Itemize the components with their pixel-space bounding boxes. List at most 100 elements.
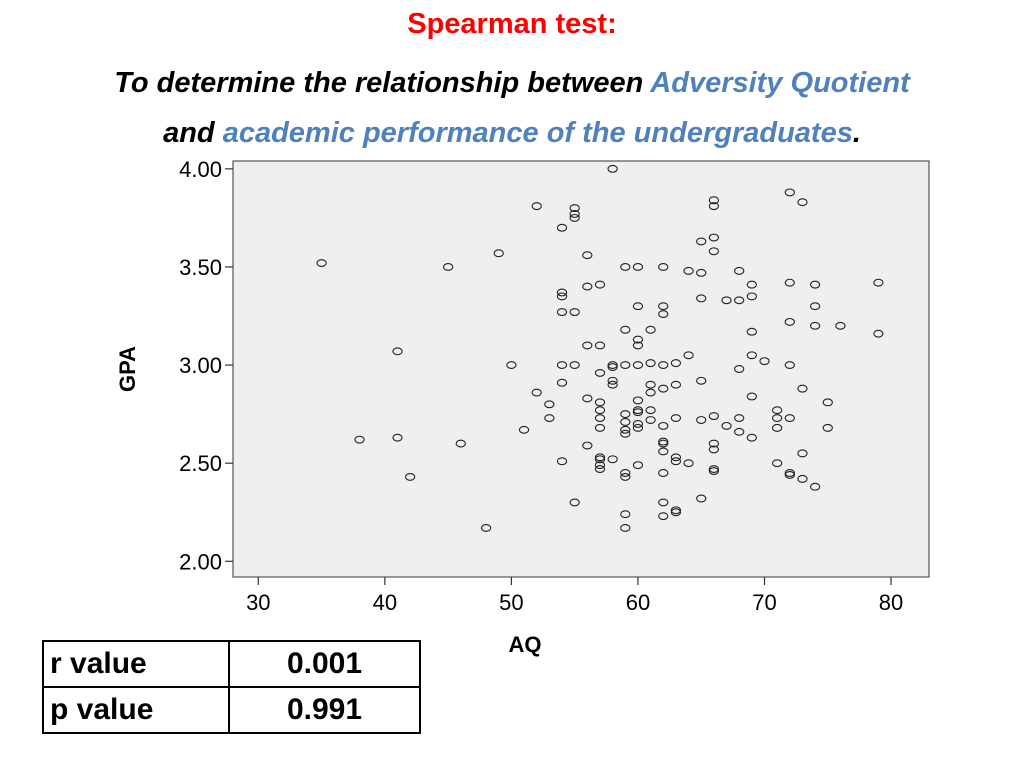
data-point — [873, 278, 884, 287]
data-point — [771, 414, 783, 423]
data-point — [658, 310, 669, 319]
data-point — [873, 329, 884, 338]
p-value: 0.991 — [228, 686, 421, 734]
data-point — [569, 498, 580, 507]
data-point — [620, 361, 631, 370]
data-point — [620, 510, 631, 519]
data-point — [620, 472, 631, 481]
data-point — [556, 361, 568, 370]
data-point — [784, 278, 795, 287]
data-point — [658, 302, 669, 311]
y-axis-label: GPA — [115, 346, 140, 392]
data-point — [620, 325, 631, 334]
data-point — [556, 457, 568, 466]
data-point — [392, 347, 403, 356]
slide-subtitle: To determine the relationship between Ad… — [0, 58, 1024, 158]
data-point — [582, 441, 593, 450]
data-point — [594, 414, 606, 423]
data-point — [569, 204, 580, 213]
data-point — [632, 263, 644, 271]
data-point — [708, 445, 720, 454]
data-point — [607, 361, 618, 370]
subtitle-highlight-aq: Adversity Quotient — [650, 67, 910, 99]
data-point — [632, 419, 644, 428]
data-point — [784, 188, 795, 197]
r-value: 0.001 — [228, 640, 421, 688]
data-point — [607, 363, 618, 371]
data-point — [556, 292, 568, 301]
data-point — [582, 341, 593, 350]
y-tick-label: 4.00 — [179, 157, 222, 182]
x-axis: 30 40 50 60 70 80 — [246, 577, 903, 615]
data-point — [632, 406, 644, 415]
x-tick-label: 80 — [879, 590, 903, 615]
data-point — [658, 512, 669, 521]
data-point — [556, 288, 568, 297]
data-point — [784, 414, 795, 423]
data-point — [734, 266, 745, 275]
data-point — [658, 384, 669, 393]
data-point — [594, 423, 606, 432]
data-point — [809, 482, 821, 491]
x-tick-label: 50 — [499, 590, 523, 615]
data-point — [607, 380, 618, 389]
data-point — [645, 388, 656, 397]
subtitle-line-1: To determine the relationship between Ad… — [0, 58, 1024, 108]
subtitle-and: and — [163, 117, 223, 149]
data-point — [556, 223, 568, 232]
data-point — [506, 361, 517, 370]
data-point — [632, 396, 644, 405]
data-point — [696, 268, 707, 277]
data-point — [708, 412, 720, 421]
data-point — [670, 508, 682, 517]
data-point — [544, 414, 555, 423]
data-point — [708, 196, 720, 205]
data-point — [594, 406, 606, 415]
data-point — [696, 494, 707, 503]
data-point — [607, 376, 618, 385]
data-point — [620, 410, 631, 419]
data-point — [569, 210, 580, 218]
data-point — [620, 425, 631, 434]
data-point — [632, 408, 644, 417]
subtitle-line-2: and academic performance of the undergra… — [0, 108, 1024, 158]
data-point — [746, 327, 757, 336]
data-point — [569, 213, 580, 222]
stats-table: r value 0.001 p value 0.991 — [42, 640, 421, 734]
data-point — [708, 439, 720, 448]
data-point — [809, 321, 821, 330]
data-point — [442, 263, 454, 271]
data-point — [582, 394, 593, 403]
data-point — [708, 202, 720, 211]
y-axis: 2.00 2.50 3.00 3.50 4.00 — [179, 157, 233, 574]
data-point — [809, 302, 821, 311]
data-point — [405, 472, 416, 481]
data-point — [746, 292, 757, 301]
data-point — [784, 361, 795, 370]
x-tick-label: 70 — [752, 590, 776, 615]
data-point — [620, 418, 631, 426]
data-point — [645, 416, 656, 424]
data-point — [569, 308, 580, 317]
data-point — [721, 296, 732, 305]
data-point — [582, 251, 593, 260]
data-point — [556, 378, 568, 387]
data-point — [784, 469, 795, 477]
data-point — [531, 202, 542, 211]
data-point — [797, 198, 808, 207]
data-point — [607, 164, 618, 173]
r-value-label: r value — [42, 640, 230, 688]
data-points — [316, 164, 884, 532]
data-point — [645, 380, 656, 389]
data-point — [316, 259, 327, 267]
slide-title: Spearman test: — [407, 8, 617, 40]
data-point — [594, 398, 606, 407]
data-point — [670, 380, 682, 389]
data-point — [683, 351, 694, 360]
plot-area — [232, 160, 930, 578]
data-point — [759, 357, 770, 366]
x-tick-label: 30 — [246, 590, 270, 615]
data-point — [620, 523, 631, 532]
data-point — [822, 398, 833, 407]
p-value-label: p value — [42, 686, 230, 734]
